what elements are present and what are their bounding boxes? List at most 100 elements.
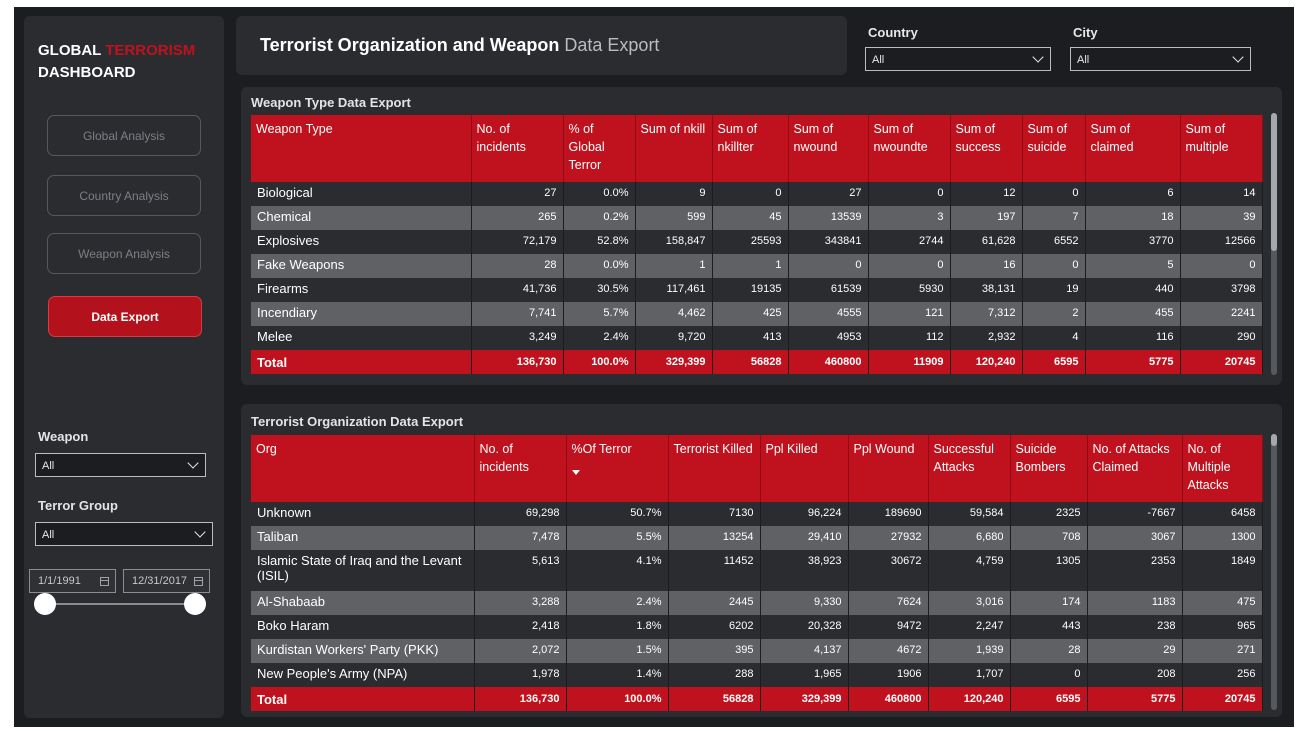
column-header[interactable]: No. of Multiple Attacks bbox=[1182, 435, 1263, 502]
column-header[interactable]: Sum of multiple bbox=[1180, 115, 1263, 182]
column-header-label: %Of Terror bbox=[571, 442, 632, 456]
row-label: Unknown bbox=[251, 502, 475, 526]
terror-group-filter-dropdown[interactable]: All bbox=[35, 522, 213, 546]
nav-weapon-analysis-button[interactable]: Weapon Analysis bbox=[47, 233, 201, 274]
table-cell: 6,680 bbox=[928, 526, 1011, 550]
org-table-scrollbar[interactable] bbox=[1271, 434, 1277, 710]
table-cell: 29 bbox=[1087, 639, 1183, 663]
table-cell: 1.4% bbox=[566, 663, 669, 687]
column-header[interactable]: Sum of nkillter bbox=[712, 115, 789, 182]
table-row[interactable]: Al-Shabaab 3,288 2.4% 2445 9,330 7624 3,016 174… bbox=[251, 591, 1263, 615]
table-cell: 1849 bbox=[1182, 550, 1263, 591]
table-row[interactable]: Firearms 41,736 30.5% 117,461 19135 61539 5930… bbox=[251, 278, 1263, 302]
date-end-input[interactable]: 12/31/2017 bbox=[123, 569, 210, 593]
table-cell: 443 bbox=[1010, 615, 1088, 639]
row-label: Taliban bbox=[251, 526, 475, 550]
calendar-icon[interactable] bbox=[100, 577, 109, 586]
column-header[interactable]: No. of incidents bbox=[474, 435, 567, 502]
table-cell: 4555 bbox=[788, 302, 869, 326]
table-cell: 2445 bbox=[668, 591, 761, 615]
total-cell: 20745 bbox=[1182, 687, 1263, 711]
nav-data-export-button[interactable]: Data Export bbox=[48, 296, 202, 337]
column-header-label: % of Global Terror bbox=[568, 122, 605, 172]
total-cell: 460800 bbox=[848, 687, 929, 711]
row-label: Firearms bbox=[251, 278, 472, 302]
table-row[interactable]: Explosives 72,179 52.8% 158,847 25593 343841 2… bbox=[251, 230, 1263, 254]
table-row[interactable]: Incendiary 7,741 5.7% 4,462 425 4555 121 7,312 2… bbox=[251, 302, 1263, 326]
column-header-label: Suicide Bombers bbox=[1015, 442, 1066, 474]
column-header[interactable]: Successful Attacks bbox=[928, 435, 1011, 502]
table-cell: 0 bbox=[1022, 254, 1086, 278]
table-row[interactable]: Melee 3,249 2.4% 9,720 413 4953 112 2,932 4 116 29… bbox=[251, 326, 1263, 350]
table-row[interactable]: Biological 27 0.0% 9 0 27 0 12 0 6 14 bbox=[251, 182, 1263, 206]
table-row[interactable]: Islamic State of Iraq and the Levant (IS… bbox=[251, 550, 1263, 591]
sort-descending-icon[interactable] bbox=[571, 470, 580, 475]
total-cell: 5775 bbox=[1087, 687, 1183, 711]
table-cell: 28 bbox=[471, 254, 564, 278]
table-row[interactable]: New People's Army (NPA) 1,978 1.4% 288 1,965… bbox=[251, 663, 1263, 687]
table-cell: 4672 bbox=[848, 639, 929, 663]
table-cell: 18 bbox=[1085, 206, 1181, 230]
date-range-slider-start-handle[interactable] bbox=[34, 593, 56, 615]
column-header[interactable]: Sum of claimed bbox=[1085, 115, 1181, 182]
table-row[interactable]: Kurdistan Workers' Party (PKK) 2,072 1.5% 3… bbox=[251, 639, 1263, 663]
column-header[interactable]: No. of incidents bbox=[471, 115, 564, 182]
table-cell: 27 bbox=[471, 182, 564, 206]
column-header-label: No. of incidents bbox=[479, 442, 529, 474]
table-row[interactable]: Boko Haram 2,418 1.8% 6202 20,328 9472 2,247 44… bbox=[251, 615, 1263, 639]
city-filter-dropdown[interactable]: All bbox=[1070, 47, 1251, 71]
column-header[interactable]: Suicide Bombers bbox=[1010, 435, 1088, 502]
table-row[interactable]: Taliban 7,478 5.5% 13254 29,410 27932 6,680 708… bbox=[251, 526, 1263, 550]
table-cell: 112 bbox=[868, 326, 951, 350]
column-header-label: Weapon Type bbox=[256, 122, 333, 136]
weapon-table-scrollbar[interactable] bbox=[1271, 113, 1277, 375]
table-cell: 3067 bbox=[1087, 526, 1183, 550]
column-header[interactable]: Sum of suicide bbox=[1022, 115, 1086, 182]
weapon-type-table: Weapon Type No. of incidents % of Global T… bbox=[251, 115, 1263, 374]
table-cell: 2325 bbox=[1010, 502, 1088, 526]
org-table-scroll-thumb[interactable] bbox=[1271, 434, 1277, 446]
dashboard-brand: GLOBAL TERRORISM DASHBOARD bbox=[38, 40, 195, 84]
row-label: Biological bbox=[251, 182, 472, 206]
brand-global: GLOBAL bbox=[38, 42, 102, 59]
calendar-icon[interactable] bbox=[194, 577, 203, 586]
table-row[interactable]: Unknown 69,298 50.7% 7130 96,224 189690 59,584… bbox=[251, 502, 1263, 526]
column-header[interactable]: No. of Attacks Claimed bbox=[1087, 435, 1183, 502]
weapon-table-scroll-thumb[interactable] bbox=[1271, 113, 1277, 251]
table-cell: 72,179 bbox=[471, 230, 564, 254]
date-range-slider-end-handle[interactable] bbox=[184, 593, 206, 615]
column-header[interactable]: Sum of nkill bbox=[635, 115, 713, 182]
terrorist-org-panel: Terrorist Organization Data Export Org No… bbox=[241, 404, 1282, 717]
table-row[interactable]: Chemical 265 0.2% 599 45 13539 3 197 7 18 39 bbox=[251, 206, 1263, 230]
table-cell: 6 bbox=[1085, 182, 1181, 206]
table-row[interactable]: Fake Weapons 28 0.0% 1 1 0 0 16 0 5 0 bbox=[251, 254, 1263, 278]
column-header[interactable]: % of Global Terror bbox=[563, 115, 636, 182]
country-filter-dropdown[interactable]: All bbox=[865, 47, 1051, 71]
nav-global-analysis-button[interactable]: Global Analysis bbox=[47, 115, 201, 156]
date-range-slider-track[interactable] bbox=[45, 603, 195, 605]
column-header[interactable]: %Of Terror bbox=[566, 435, 669, 502]
chevron-down-icon bbox=[1032, 51, 1044, 63]
column-header[interactable]: Ppl Wound bbox=[848, 435, 929, 502]
total-row: Total 136,730 100.0% 329,399 56828 460800 1190… bbox=[251, 350, 1263, 374]
table-cell: 2 bbox=[1022, 302, 1086, 326]
column-header-label: Sum of nkill bbox=[640, 122, 706, 136]
row-label: Fake Weapons bbox=[251, 254, 472, 278]
column-header[interactable]: Ppl Killed bbox=[760, 435, 849, 502]
column-header[interactable]: Sum of success bbox=[950, 115, 1023, 182]
column-header[interactable]: Terrorist Killed bbox=[668, 435, 761, 502]
terrorist-org-table: Org No. of incidents %Of Terror Terrorist K… bbox=[251, 435, 1263, 711]
total-cell: 100.0% bbox=[563, 350, 636, 374]
weapon-filter-dropdown[interactable]: All bbox=[35, 453, 206, 477]
column-header[interactable]: Weapon Type bbox=[251, 115, 472, 182]
column-header[interactable]: Sum of nwound bbox=[788, 115, 869, 182]
chevron-down-icon bbox=[1232, 51, 1244, 63]
total-cell: 136,730 bbox=[471, 350, 564, 374]
table-cell: 2,247 bbox=[928, 615, 1011, 639]
date-start-input[interactable]: 1/1/1991 bbox=[29, 569, 116, 593]
nav-country-analysis-button[interactable]: Country Analysis bbox=[47, 175, 201, 216]
table-cell: 4.1% bbox=[566, 550, 669, 591]
column-header[interactable]: Org bbox=[251, 435, 475, 502]
chevron-down-icon bbox=[194, 526, 206, 538]
column-header[interactable]: Sum of nwoundte bbox=[868, 115, 951, 182]
